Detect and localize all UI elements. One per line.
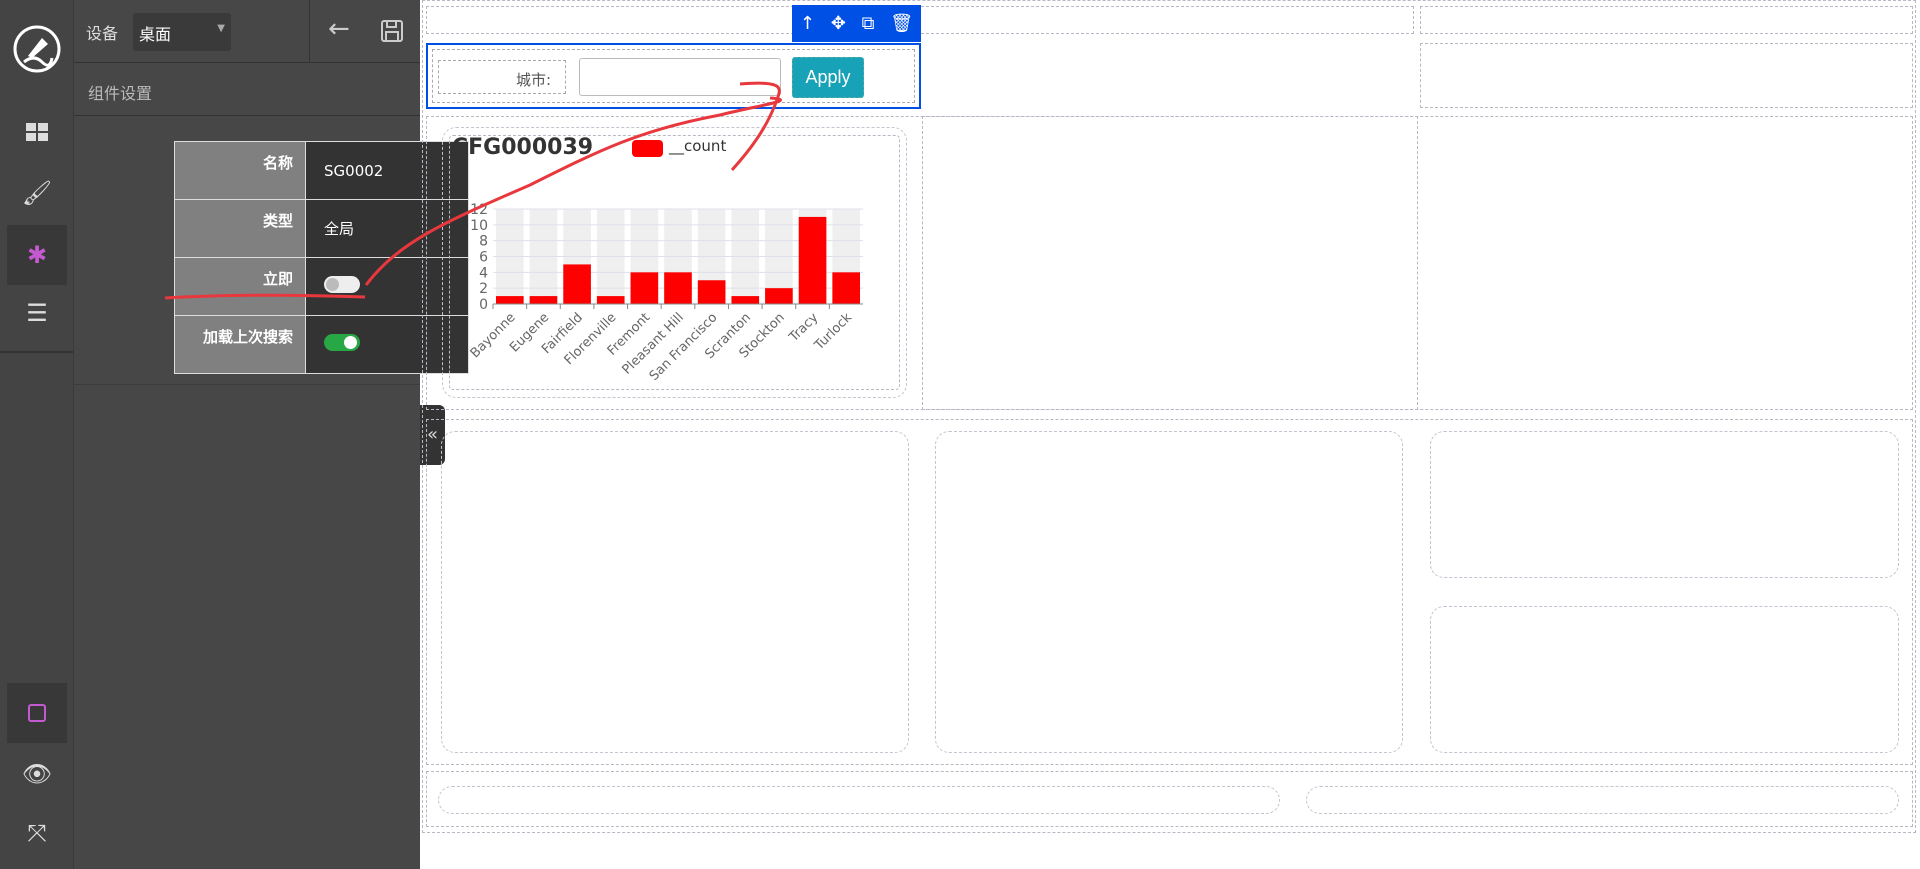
row-label: 立即 — [174, 257, 306, 316]
table-row: 立即 — [174, 257, 469, 316]
divider — [0, 351, 73, 353]
y-tick-label: 12 — [470, 202, 488, 218]
bar — [563, 264, 591, 304]
widget-card[interactable] — [935, 431, 1403, 753]
device-select[interactable]: 桌面 ▼ — [133, 13, 231, 51]
widget-toolbar: ↑ ✥ ⧉ 🗑 — [792, 5, 921, 42]
bar — [765, 288, 793, 304]
bar — [664, 272, 692, 304]
widget-card[interactable] — [1306, 786, 1899, 814]
bar — [832, 272, 860, 304]
move-icon[interactable]: ✥ — [830, 13, 846, 34]
delete-icon[interactable]: 🗑 — [890, 13, 914, 34]
bar — [529, 296, 558, 304]
legend-label[interactable]: __count — [669, 137, 727, 155]
device-value: 桌面 — [139, 25, 172, 44]
icon-rail: 🖌 ✱ ☰ 👁 ⤧ — [0, 0, 74, 869]
back-arrow-icon[interactable]: ← — [328, 14, 350, 44]
brush-icon[interactable]: 🖌 — [21, 179, 53, 207]
widget-card[interactable] — [1430, 431, 1899, 578]
collapse-panel-button[interactable]: « — [420, 405, 445, 465]
immediate-toggle[interactable] — [324, 276, 360, 293]
device-label: 设备 — [86, 24, 119, 43]
bar — [630, 272, 659, 304]
x-tick-label: Turlock — [811, 310, 855, 354]
bar-chart: 024681012BayonneEugeneFairfieldFlorenvil… — [468, 202, 863, 384]
gear-icon[interactable]: ✱ — [7, 225, 67, 285]
widget-card[interactable] — [1430, 606, 1899, 753]
row-label: 类型 — [174, 199, 306, 258]
move-up-icon[interactable]: ↑ — [799, 13, 815, 34]
y-tick-label: 4 — [479, 265, 488, 281]
widget-card[interactable] — [438, 786, 1280, 814]
save-icon[interactable] — [381, 20, 403, 42]
chart-title: CFG000039 — [452, 135, 594, 160]
square-icon[interactable] — [7, 683, 67, 743]
city-label: 城市: — [438, 60, 566, 94]
row-label: 加载上次搜索 — [174, 315, 306, 374]
bar — [798, 216, 827, 304]
expand-icon[interactable]: ⤧ — [27, 819, 47, 847]
legend-swatch[interactable] — [632, 140, 663, 157]
eye-icon[interactable]: 👁 — [21, 760, 53, 788]
logo-pen-icon — [7, 19, 67, 79]
city-input[interactable] — [579, 58, 781, 96]
copy-icon[interactable]: ⧉ — [861, 13, 875, 34]
y-tick-label: 2 — [479, 281, 488, 297]
grid-icon[interactable] — [7, 102, 67, 162]
y-tick-label: 8 — [479, 234, 488, 250]
widget-card[interactable] — [441, 431, 909, 753]
load-last-search-toggle[interactable] — [324, 334, 360, 351]
row-label: 名称 — [174, 141, 306, 200]
bar — [496, 296, 524, 304]
selected-filter-widget[interactable]: 城市: Apply — [426, 43, 921, 109]
y-tick-label: 0 — [479, 297, 488, 313]
menu-icon[interactable]: ☰ — [26, 299, 48, 327]
chevron-down-icon: ▼ — [217, 23, 225, 34]
table-row: 加载上次搜索 — [174, 315, 469, 374]
y-tick-label: 10 — [470, 218, 488, 234]
y-tick-label: 6 — [479, 250, 488, 266]
panel-title: 组件设置 — [88, 84, 153, 103]
x-tick-label: Bayonne — [468, 310, 519, 361]
bar — [596, 296, 625, 304]
bar — [731, 296, 760, 304]
settings-panel: 设备 桌面 ▼ ← 组件设置 名称 SG0002 类型 全局 立即 加载上次搜索 — [74, 0, 469, 869]
bar — [697, 280, 726, 304]
apply-button[interactable]: Apply — [792, 57, 864, 98]
